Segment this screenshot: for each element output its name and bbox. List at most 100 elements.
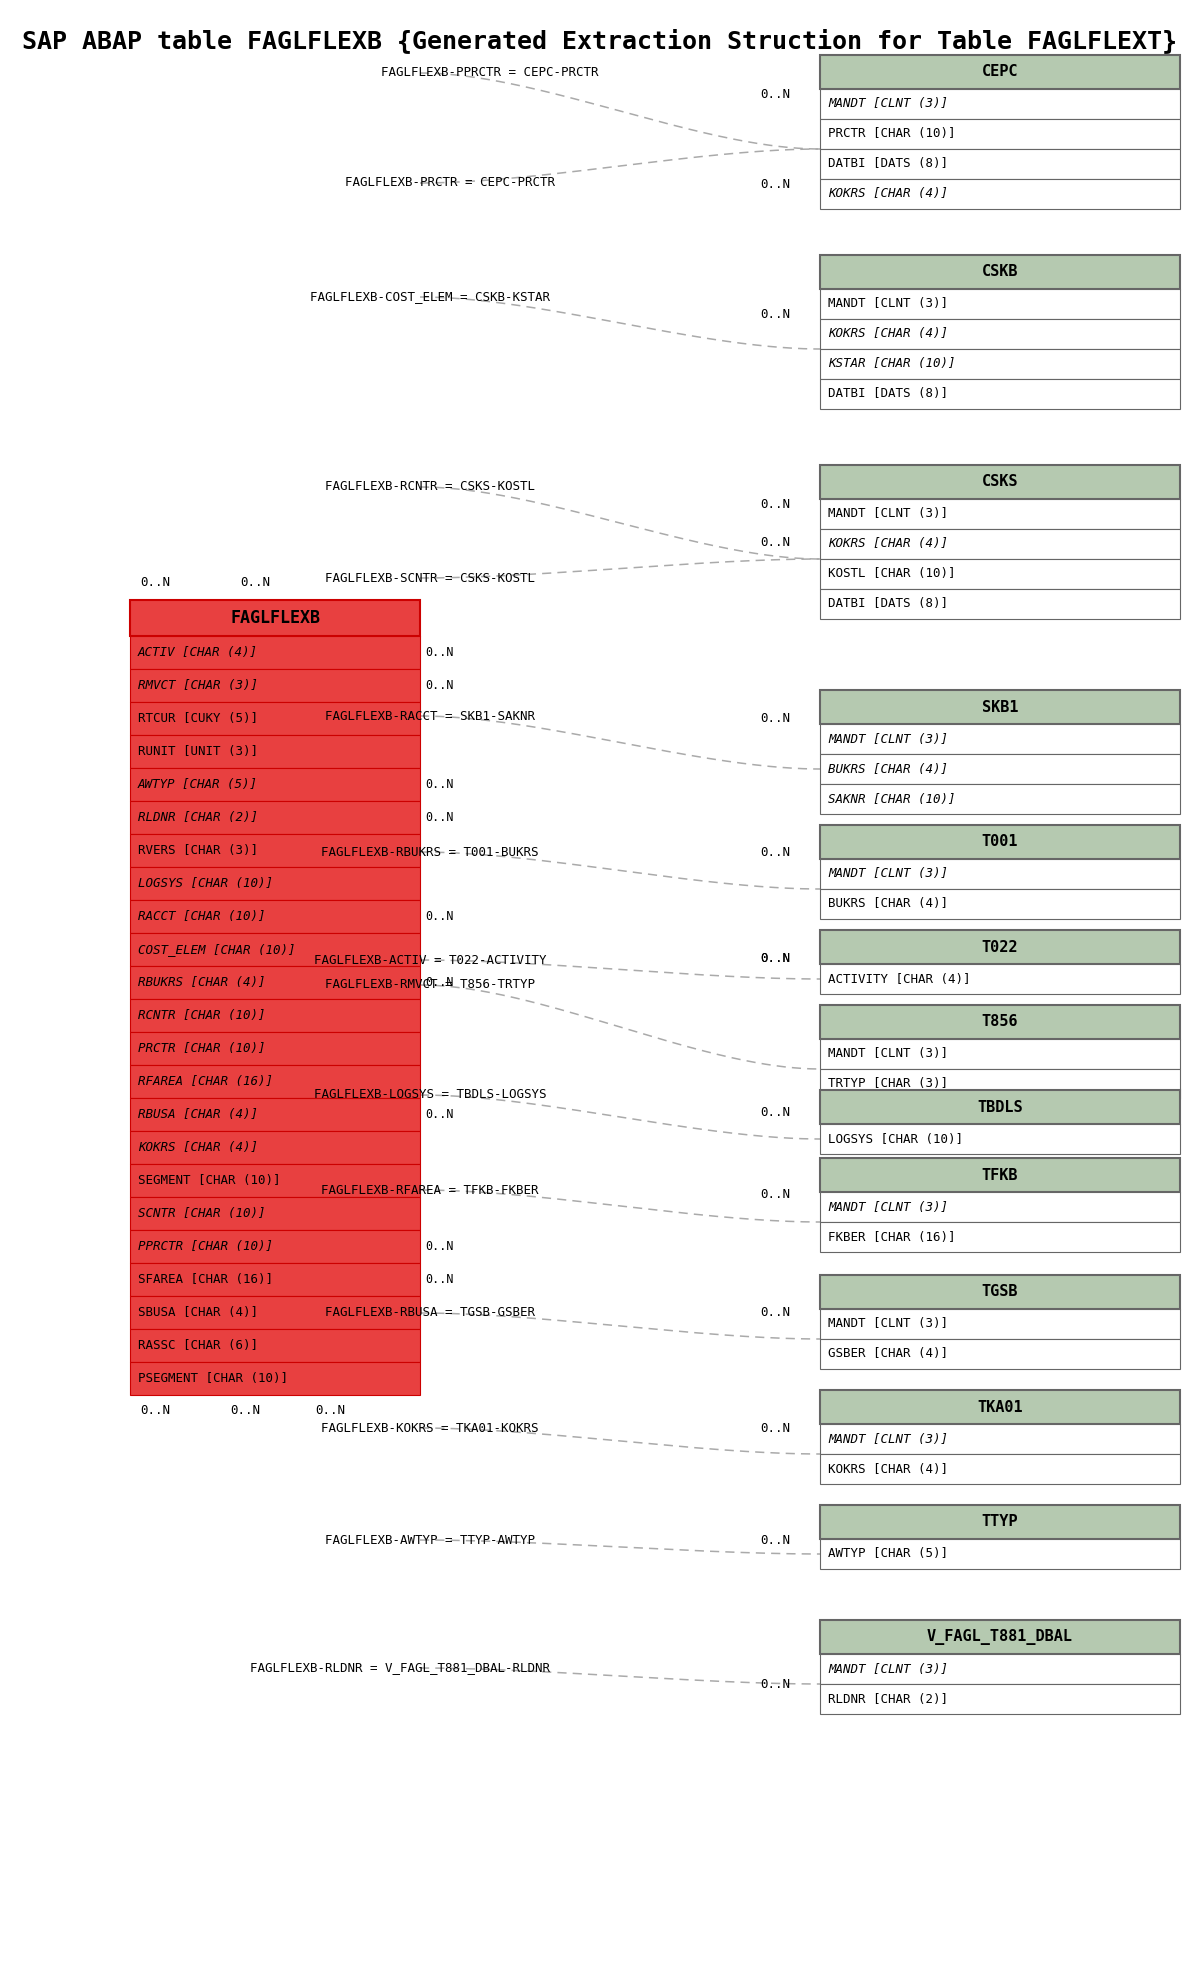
Bar bbox=[820, 559, 1180, 588]
Text: 0..N: 0..N bbox=[425, 1273, 454, 1285]
Text: RVERS [CHAR (3)]: RVERS [CHAR (3)] bbox=[138, 844, 258, 856]
Text: 0..N: 0..N bbox=[760, 1533, 790, 1547]
Text: TTYP: TTYP bbox=[982, 1515, 1019, 1529]
Bar bbox=[820, 1338, 1180, 1370]
Text: 0..N: 0..N bbox=[760, 951, 790, 964]
Text: FAGLFLEXB-RACCT = SKB1-SAKNR: FAGLFLEXB-RACCT = SKB1-SAKNR bbox=[325, 710, 535, 722]
Text: FAGLFLEXB-COST_ELEM = CSKB-KSTAR: FAGLFLEXB-COST_ELEM = CSKB-KSTAR bbox=[310, 291, 550, 303]
Text: KOKRS [CHAR (4)]: KOKRS [CHAR (4)] bbox=[828, 1462, 948, 1476]
Text: RUNIT [UNIT (3)]: RUNIT [UNIT (3)] bbox=[138, 746, 258, 758]
Text: SCNTR [CHAR (10)]: SCNTR [CHAR (10)] bbox=[138, 1206, 265, 1220]
Bar bbox=[130, 801, 420, 834]
Bar bbox=[820, 1222, 1180, 1252]
Bar bbox=[820, 1006, 1180, 1039]
Text: RBUSA [CHAR (4)]: RBUSA [CHAR (4)] bbox=[138, 1108, 258, 1122]
Text: RASSC [CHAR (6)]: RASSC [CHAR (6)] bbox=[138, 1338, 258, 1352]
Text: FAGLFLEXB-PPRCTR = CEPC-PRCTR: FAGLFLEXB-PPRCTR = CEPC-PRCTR bbox=[382, 67, 599, 79]
Text: RLDNR [CHAR (2)]: RLDNR [CHAR (2)] bbox=[138, 811, 258, 825]
Bar bbox=[820, 1275, 1180, 1309]
Bar bbox=[820, 1090, 1180, 1124]
Bar bbox=[820, 348, 1180, 380]
Bar bbox=[130, 1297, 420, 1328]
Text: DATBI [DATS (8)]: DATBI [DATS (8)] bbox=[828, 598, 948, 610]
Text: PRCTR [CHAR (10)]: PRCTR [CHAR (10)] bbox=[828, 128, 955, 140]
Text: MANDT [CLNT (3)]: MANDT [CLNT (3)] bbox=[828, 1200, 948, 1214]
Text: 0..N: 0..N bbox=[760, 1106, 790, 1118]
Bar bbox=[820, 1124, 1180, 1153]
Bar bbox=[820, 691, 1180, 724]
Text: 0..N: 0..N bbox=[425, 1108, 454, 1122]
Text: PPRCTR [CHAR (10)]: PPRCTR [CHAR (10)] bbox=[138, 1240, 274, 1254]
Bar bbox=[820, 118, 1180, 150]
Bar bbox=[130, 966, 420, 1000]
Bar bbox=[820, 964, 1180, 994]
Bar bbox=[130, 868, 420, 899]
Bar bbox=[820, 754, 1180, 783]
Text: MANDT [CLNT (3)]: MANDT [CLNT (3)] bbox=[828, 1433, 948, 1446]
Text: T856: T856 bbox=[982, 1014, 1019, 1029]
Text: PSEGMENT [CHAR (10)]: PSEGMENT [CHAR (10)] bbox=[138, 1372, 288, 1385]
Bar bbox=[130, 834, 420, 868]
Bar bbox=[820, 890, 1180, 919]
Text: FAGLFLEXB-PRCTR = CEPC-PRCTR: FAGLFLEXB-PRCTR = CEPC-PRCTR bbox=[346, 177, 554, 189]
Text: MANDT [CLNT (3)]: MANDT [CLNT (3)] bbox=[828, 1047, 948, 1061]
Bar bbox=[820, 1069, 1180, 1098]
Text: RTCUR [CUKY (5)]: RTCUR [CUKY (5)] bbox=[138, 712, 258, 724]
Text: 0..N: 0..N bbox=[760, 1679, 790, 1692]
Text: RCNTR [CHAR (10)]: RCNTR [CHAR (10)] bbox=[138, 1010, 265, 1021]
Text: ACTIVITY [CHAR (4)]: ACTIVITY [CHAR (4)] bbox=[828, 972, 971, 986]
Bar bbox=[820, 1039, 1180, 1069]
Text: FAGLFLEXB-KOKRS = TKA01-KOKRS: FAGLFLEXB-KOKRS = TKA01-KOKRS bbox=[322, 1421, 539, 1435]
Bar bbox=[820, 1620, 1180, 1653]
Text: CEPC: CEPC bbox=[982, 65, 1019, 79]
Text: AWTYP [CHAR (5)]: AWTYP [CHAR (5)] bbox=[138, 777, 258, 791]
Bar bbox=[130, 1065, 420, 1098]
Bar bbox=[130, 768, 420, 801]
Bar bbox=[820, 931, 1180, 964]
Bar bbox=[130, 1230, 420, 1263]
Text: KOKRS [CHAR (4)]: KOKRS [CHAR (4)] bbox=[828, 187, 948, 201]
Text: FAGLFLEXB-RLDNR = V_FAGL_T881_DBAL-RLDNR: FAGLFLEXB-RLDNR = V_FAGL_T881_DBAL-RLDNR bbox=[250, 1661, 550, 1675]
Text: 0..N: 0..N bbox=[425, 646, 454, 659]
Text: FAGLFLEXB-SCNTR = CSKS-KOSTL: FAGLFLEXB-SCNTR = CSKS-KOSTL bbox=[325, 571, 535, 584]
Bar bbox=[820, 724, 1180, 754]
Text: 0..N: 0..N bbox=[425, 909, 454, 923]
Bar bbox=[130, 669, 420, 703]
Bar bbox=[130, 899, 420, 933]
Text: AWTYP [CHAR (5)]: AWTYP [CHAR (5)] bbox=[828, 1547, 948, 1561]
Text: KSTAR [CHAR (10)]: KSTAR [CHAR (10)] bbox=[828, 358, 955, 370]
Bar bbox=[820, 783, 1180, 815]
Text: 0..N: 0..N bbox=[760, 712, 790, 724]
Text: SAP ABAP table FAGLFLEXB {Generated Extraction Struction for Table FAGLFLEXT}: SAP ABAP table FAGLFLEXB {Generated Extr… bbox=[23, 28, 1177, 53]
Text: CSKS: CSKS bbox=[982, 474, 1019, 490]
Bar bbox=[130, 1098, 420, 1132]
Text: KOKRS [CHAR (4)]: KOKRS [CHAR (4)] bbox=[828, 537, 948, 551]
Bar bbox=[820, 1309, 1180, 1338]
Bar bbox=[820, 1506, 1180, 1539]
Bar bbox=[820, 1425, 1180, 1454]
Bar bbox=[820, 89, 1180, 118]
Text: SBUSA [CHAR (4)]: SBUSA [CHAR (4)] bbox=[138, 1307, 258, 1319]
Text: FAGLFLEXB-ACTIV = T022-ACTIVITY: FAGLFLEXB-ACTIV = T022-ACTIVITY bbox=[313, 954, 546, 966]
Bar bbox=[820, 1685, 1180, 1714]
Text: 0..N: 0..N bbox=[140, 1403, 170, 1417]
Bar bbox=[820, 319, 1180, 348]
Bar bbox=[820, 289, 1180, 319]
Bar bbox=[820, 179, 1180, 209]
Text: 0..N: 0..N bbox=[760, 1187, 790, 1200]
Bar bbox=[820, 1653, 1180, 1685]
Text: CSKB: CSKB bbox=[982, 264, 1019, 279]
Text: FAGLFLEXB: FAGLFLEXB bbox=[230, 608, 320, 628]
Bar bbox=[820, 380, 1180, 409]
Bar bbox=[130, 933, 420, 966]
Text: 0..N: 0..N bbox=[314, 1403, 346, 1417]
Text: SEGMENT [CHAR (10)]: SEGMENT [CHAR (10)] bbox=[138, 1175, 281, 1187]
Bar bbox=[820, 464, 1180, 500]
Text: FAGLFLEXB-RFAREA = TFKB-FKBER: FAGLFLEXB-RFAREA = TFKB-FKBER bbox=[322, 1183, 539, 1197]
Text: 0..N: 0..N bbox=[425, 679, 454, 693]
Text: FAGLFLEXB-RBUKRS = T001-BUKRS: FAGLFLEXB-RBUKRS = T001-BUKRS bbox=[322, 846, 539, 858]
Bar bbox=[130, 1163, 420, 1197]
Text: FAGLFLEXB-RCNTR = CSKS-KOSTL: FAGLFLEXB-RCNTR = CSKS-KOSTL bbox=[325, 480, 535, 494]
Text: RACCT [CHAR (10)]: RACCT [CHAR (10)] bbox=[138, 909, 265, 923]
Text: LOGSYS [CHAR (10)]: LOGSYS [CHAR (10)] bbox=[828, 1132, 964, 1145]
